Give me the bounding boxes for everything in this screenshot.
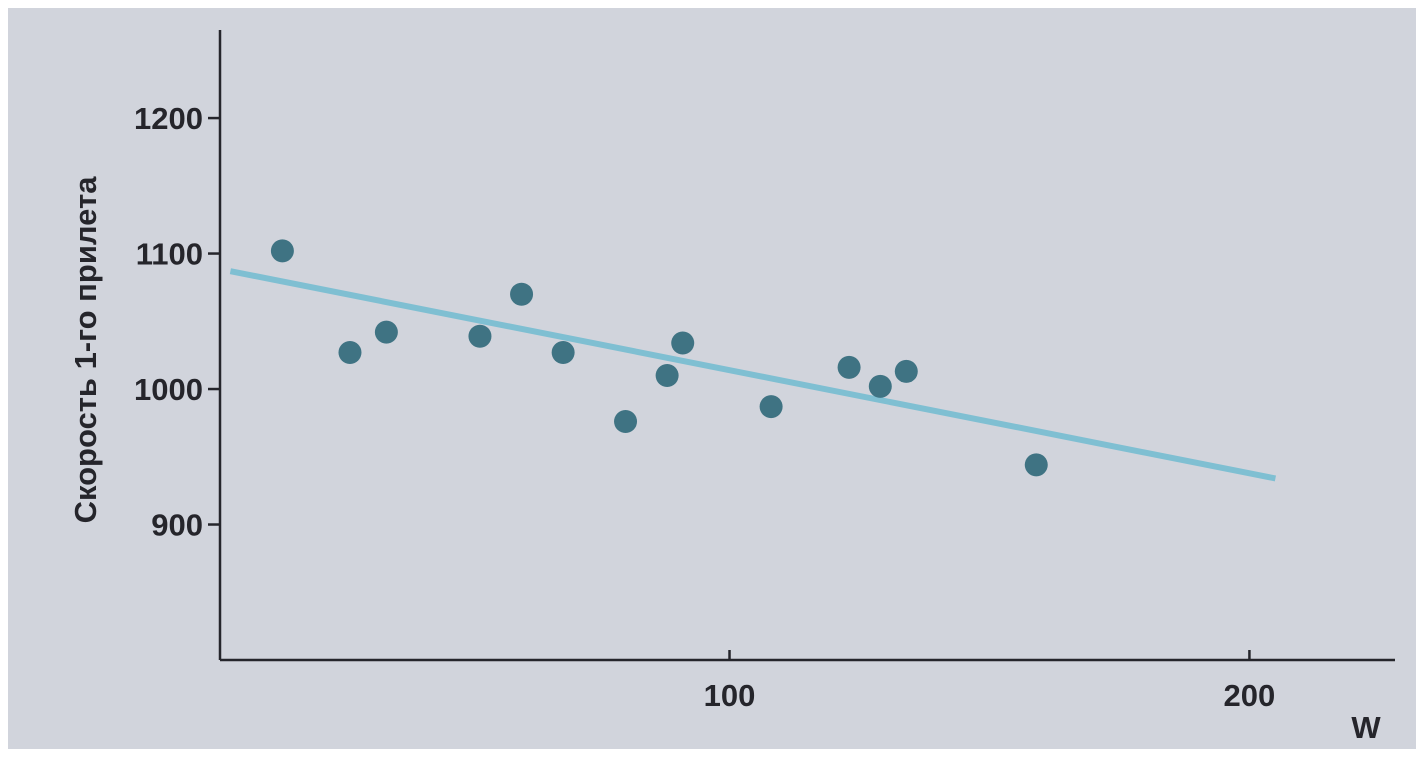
- chart-panel: [8, 8, 1416, 749]
- data-point: [837, 355, 861, 379]
- data-point: [551, 340, 575, 364]
- x-tick-label: 200: [1224, 678, 1276, 713]
- x-tick-label: 100: [704, 678, 756, 713]
- y-tick-label: 1200: [134, 101, 203, 136]
- data-point: [894, 359, 918, 383]
- y-axis-title: Скорость 1-го прилета: [68, 176, 103, 524]
- trend-line: [229, 268, 1277, 482]
- data-point: [759, 395, 783, 419]
- data-point: [338, 340, 362, 364]
- data-point: [671, 331, 695, 355]
- data-point: [468, 324, 492, 348]
- data-points: [270, 239, 1048, 477]
- axes: [218, 30, 1395, 662]
- data-point: [655, 363, 679, 387]
- y-tick-label: 1000: [134, 372, 203, 407]
- y-ticks: 900 1000 1100 1200: [134, 101, 220, 543]
- x-axis-title: W: [1351, 710, 1381, 745]
- data-point: [374, 320, 398, 344]
- data-point: [1024, 453, 1048, 477]
- y-tick-label: 900: [151, 508, 203, 543]
- data-point: [270, 239, 294, 263]
- data-point: [868, 374, 892, 398]
- y-tick-label: 1100: [136, 237, 203, 272]
- data-point: [614, 410, 638, 434]
- data-point: [510, 282, 534, 306]
- x-ticks: 100 200: [704, 650, 1276, 713]
